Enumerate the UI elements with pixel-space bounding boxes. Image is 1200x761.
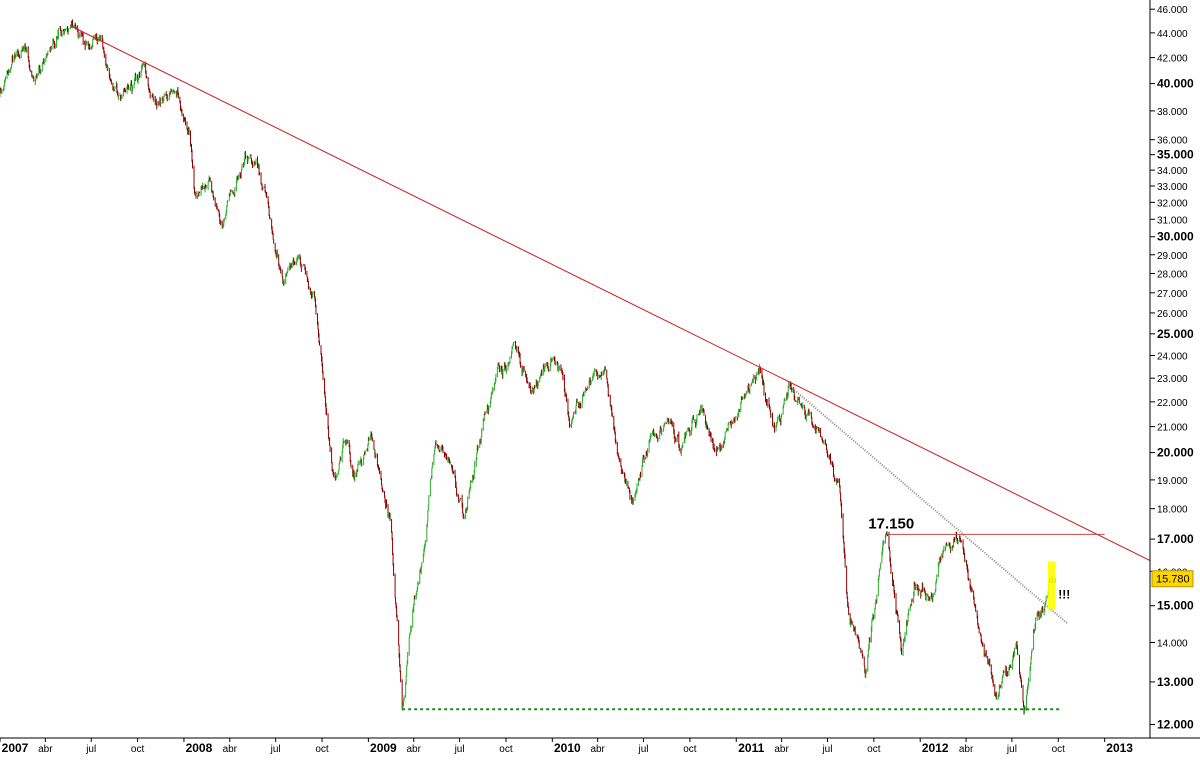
x-tick-label: oct [499,744,513,755]
y-tick-label: 34.000 [1157,166,1188,177]
x-tick-label: jul [1006,744,1017,755]
y-tick-label: 25.000 [1157,327,1194,341]
y-tick-label: 40.000 [1157,77,1194,91]
y-tick-label: 19.000 [1157,476,1188,487]
x-tick-label: 2011 [738,741,764,755]
overlays: 17.150!!! [69,25,1166,711]
x-tick-label: jul [638,744,649,755]
x-tick-label: oct [131,744,145,755]
last-price-label: 15.780 [1156,574,1190,586]
x-tick-label: 2012 [922,741,949,755]
last-price-tag [1151,570,1194,588]
y-tick-label: 33.000 [1157,182,1188,193]
y-tick-label: 36.000 [1157,136,1188,147]
y-tick-label: 22.000 [1157,398,1188,409]
y-tick-label: 21.000 [1157,423,1188,434]
x-tick-label: jul [270,744,281,755]
resistance-label: 17.150 [868,515,914,532]
y-axis-background [1150,0,1200,738]
y-tick-label: 28.000 [1157,269,1188,280]
x-tick-label: oct [315,744,329,755]
y-tick-label: 31.000 [1157,215,1188,226]
x-tick-label: oct [1052,744,1066,755]
y-tick-label: 20.000 [1157,446,1194,460]
x-tick-label: abr [223,744,238,755]
y-tick-label: 18.000 [1157,505,1188,516]
x-tick-label: 2009 [370,741,397,755]
y-axis: 12.00013.00014.00015.00016.00017.00018.0… [1149,0,1200,738]
y-tick-label: 27.000 [1157,289,1188,300]
signal-label: !!! [1058,588,1070,602]
plot-area [0,19,1056,715]
x-tick-label: 2007 [2,741,29,755]
x-tick-label: jul [821,744,832,755]
x-tick-label: oct [683,744,697,755]
x-tick-label: oct [867,744,881,755]
short-term-trendline [788,384,1069,625]
x-tick-label: abr [959,744,974,755]
y-tick-label: 38.000 [1157,107,1188,118]
y-tick-label: 17.000 [1157,532,1194,546]
x-tick-label: abr [590,744,605,755]
y-tick-label: 15.000 [1157,599,1194,613]
x-tick-label: abr [38,744,53,755]
y-tick-label: 14.000 [1157,638,1188,649]
long-term-trendline [69,25,1166,569]
y-tick-label: 42.000 [1157,54,1188,65]
breakout-highlight [1047,561,1056,610]
x-tick-label: abr [407,744,422,755]
y-tick-label: 44.000 [1157,29,1188,40]
y-tick-label: 29.000 [1157,251,1188,262]
x-tick-label: jul [85,744,96,755]
y-tick-label: 12.000 [1157,718,1194,732]
x-tick-label: 2008 [186,741,213,755]
x-tick-label: 2010 [554,741,581,755]
y-tick-label: 13.000 [1157,675,1194,689]
y-tick-label: 32.000 [1157,198,1188,209]
x-axis: 2007 abr jul oct 2008 abr jul oct 2009 abr jul oct 2… [0,737,1200,756]
x-axis-background [0,738,1200,756]
y-tick-label: 30.000 [1157,230,1194,244]
x-tick-label: 2013 [1106,741,1133,755]
x-tick-label: jul [454,744,465,755]
y-tick-label: 23.000 [1157,374,1188,385]
y-tick-label: 24.000 [1157,352,1188,363]
y-tick-label: 35.000 [1157,148,1194,162]
y-tick-label: 46.000 [1157,5,1188,16]
x-tick-label: abr [774,744,789,755]
y-tick-label: 26.000 [1157,309,1188,320]
